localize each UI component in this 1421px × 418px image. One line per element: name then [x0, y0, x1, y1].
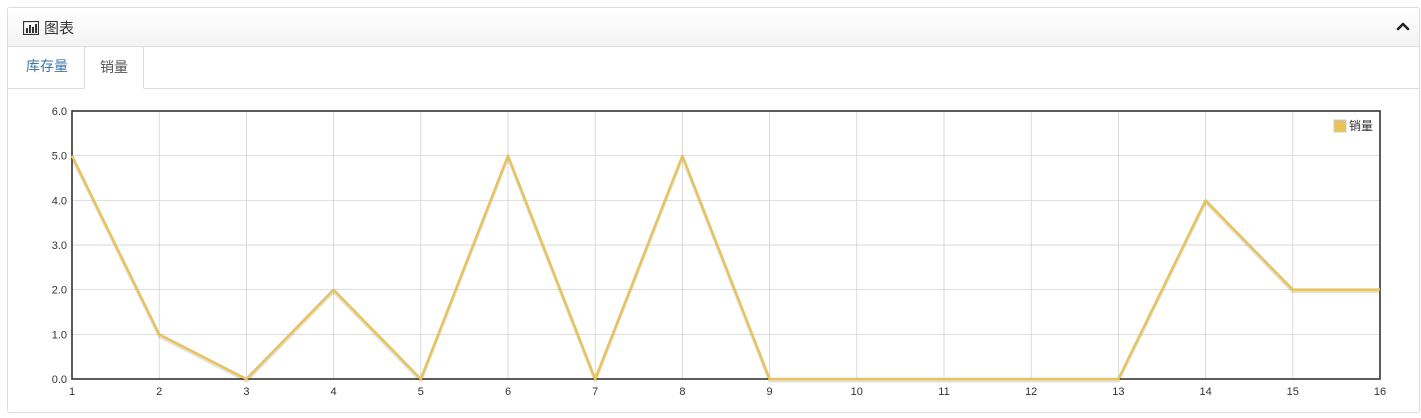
line-chart: 0.01.02.03.04.05.06.01 2 3 4 5 6 7 8 9 10 11 12 13 14…	[52, 106, 1386, 398]
x-tick-label: 6	[505, 386, 511, 398]
y-tick-label: 5.0	[52, 151, 67, 163]
x-tick-label: 10	[851, 386, 863, 398]
x-tick-label: 2	[156, 386, 162, 398]
x-tick-label: 11	[938, 386, 949, 398]
tab-sales[interactable]: 销量	[84, 46, 144, 89]
panel-title: 图表	[44, 20, 75, 37]
bar-chart-icon	[23, 20, 39, 35]
y-tick-label: 6.0	[52, 106, 67, 118]
y-tick-label: 0.0	[52, 374, 67, 386]
y-tick-label: 4.0	[52, 195, 67, 207]
tab-inventory[interactable]: 库存量	[26, 58, 68, 74]
x-tick-label: 9	[767, 386, 773, 398]
x-tick-label: 1	[69, 386, 75, 398]
chart-panel: 图表 库存量 销量 0.0 1.0 2.0 3.0 4.0 5.0 6.0 1 2 3 4 5 6 7 8 9…	[7, 7, 1420, 413]
chevron-up-icon[interactable]	[1395, 18, 1411, 34]
plot-frame	[71, 110, 1381, 380]
x-tick-label: 15	[1287, 386, 1299, 398]
x-tick-label: 7	[592, 386, 598, 398]
x-tick-label: 5	[418, 386, 424, 398]
x-tick-label: 16	[1374, 386, 1386, 398]
chart-tabs: 库存量 销量	[8, 46, 1419, 89]
x-tick-label: 13	[1112, 386, 1124, 398]
y-tick-label: 1.0	[52, 329, 67, 341]
y-tick-label: 3.0	[52, 240, 67, 252]
legend-label: 销量	[1349, 119, 1373, 133]
series-line	[70, 154, 1380, 381]
panel-heading: 图表	[8, 8, 1419, 47]
x-tick-label: 3	[243, 386, 249, 398]
legend-swatch	[1333, 119, 1347, 133]
panel-title-wrap: 图表	[23, 17, 74, 38]
chart-area: 0.0 1.0 2.0 3.0 4.0 5.0 6.0 1 2 3 4 5 6 7 8 9 10 11 12 13 14…	[8, 89, 1419, 412]
x-tick-label: 4	[331, 386, 337, 398]
y-tick-label: 2.0	[52, 285, 67, 297]
x-tick-label: 14	[1199, 386, 1211, 398]
x-tick-label: 12	[1025, 386, 1037, 398]
x-tick-label: 8	[679, 386, 685, 398]
